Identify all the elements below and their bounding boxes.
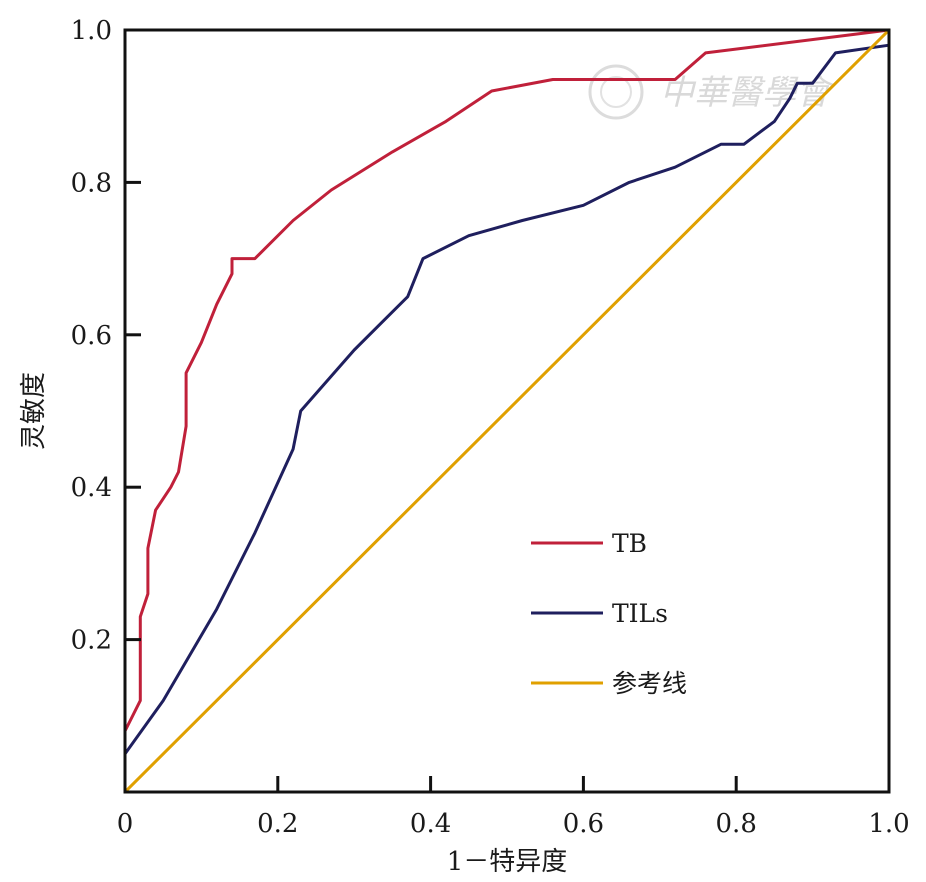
series-line-1 [123,43,891,794]
x-tick-label: 0.4 [410,809,451,839]
legend-label-2: 参考线 [612,669,687,698]
series-layer [123,28,891,794]
series-line-2 [123,28,891,794]
legend: TB TILs 参考线 [531,529,687,698]
x-axis: 0 0.2 0.4 0.6 0.8 1.0 [117,776,910,839]
plot-frame [123,28,891,794]
x-tick-label: 0.2 [257,809,298,839]
series-line-0 [123,28,891,794]
x-tick-label: 0 [117,809,134,839]
y-tick-label: 0.4 [71,473,112,503]
x-tick-label: 0.8 [716,809,757,839]
legend-label-1: TILs [612,599,668,628]
y-tick-label: 0.6 [71,321,112,351]
y-axis-title: 灵敏度 [19,372,49,450]
watermark-seal-inner [600,76,632,108]
watermark-seal-icon [588,64,644,120]
y-axis: 0.2 0.4 0.6 0.8 1.0 [71,16,141,656]
y-tick-label: 0.8 [71,168,112,198]
x-tick-label: 0.6 [563,809,604,839]
x-axis-title: 1－特异度 [447,847,568,877]
y-tick-label: 0.2 [71,626,112,656]
legend-label-0: TB [612,529,647,558]
watermark: 中華醫學會 [588,64,835,120]
x-tick-label: 1.0 [868,809,909,839]
y-tick-label: 1.0 [71,16,112,46]
watermark-text: 中華醫學會 [660,73,835,113]
